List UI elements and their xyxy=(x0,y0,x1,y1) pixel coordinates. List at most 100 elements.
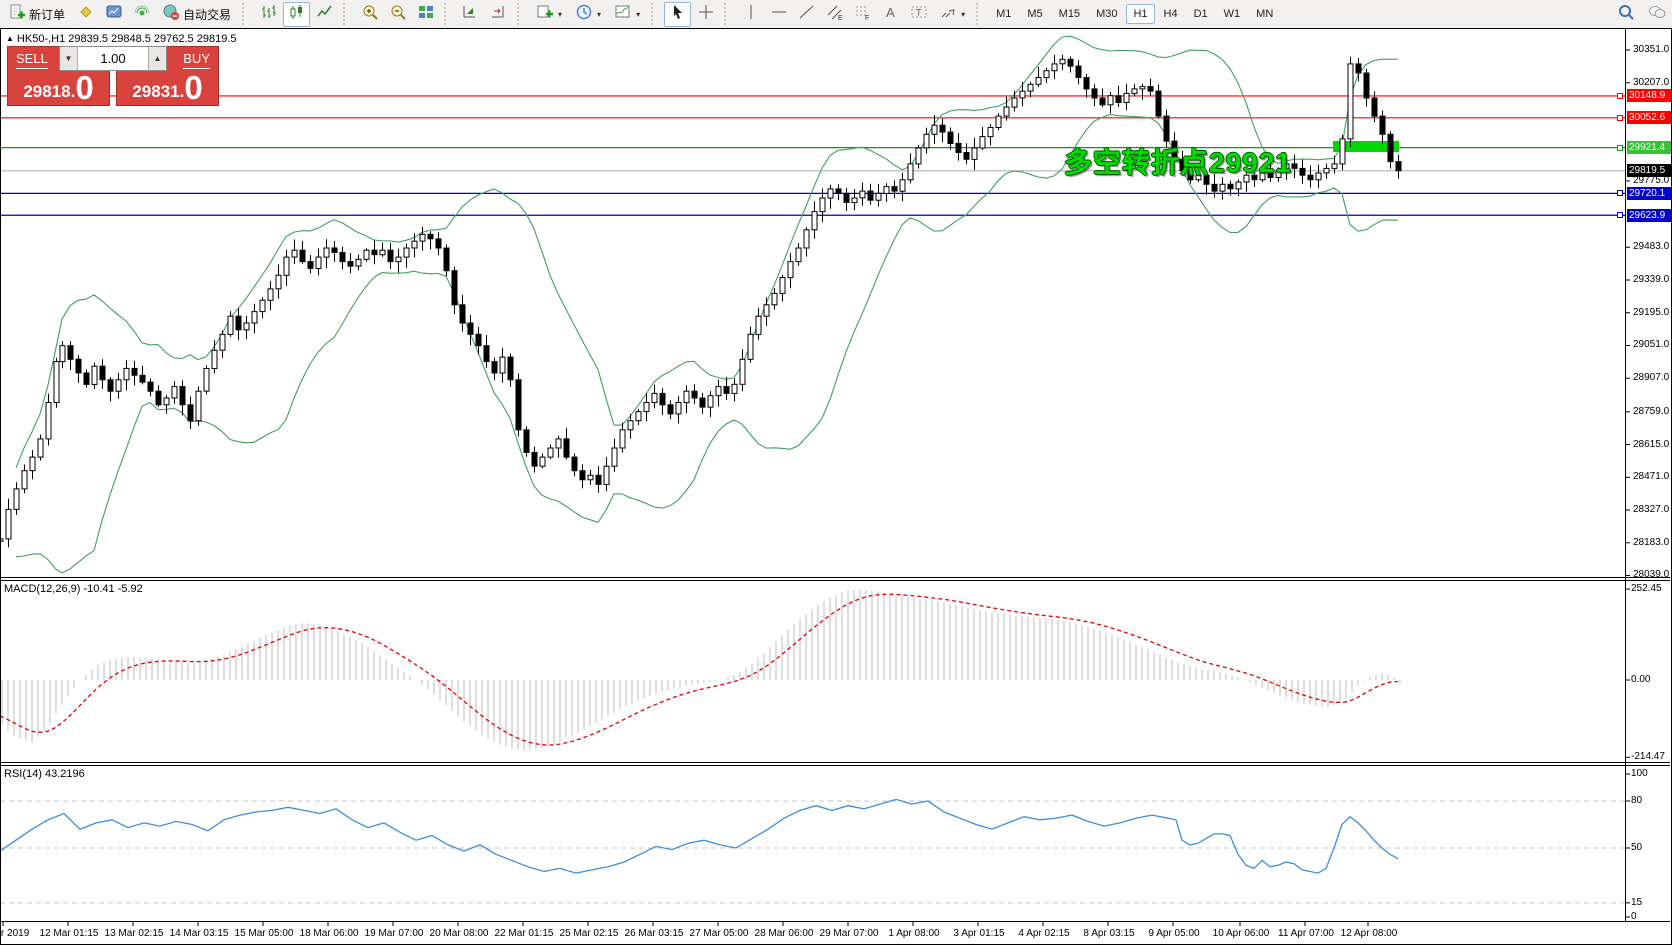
fibonacci-icon: F xyxy=(854,3,872,26)
text-label-icon: T xyxy=(910,3,928,26)
volume-decrease-button[interactable]: ▼ xyxy=(60,47,78,70)
line-chart-button[interactable] xyxy=(311,2,338,27)
timeframe-button-M1[interactable]: M1 xyxy=(996,8,1012,20)
timeframe-button-M30[interactable]: M30 xyxy=(1096,8,1118,20)
vertical-line-button[interactable] xyxy=(737,2,764,27)
history-center-button[interactable] xyxy=(72,2,99,27)
sell-price: 29818.0 xyxy=(23,69,94,106)
autotrade-label: 自动交易 xyxy=(183,7,232,22)
chat-icon xyxy=(1647,3,1667,26)
chart-title: ▲ HK50-,H1 29839.5 29848.5 29762.5 29819.… xyxy=(6,33,237,45)
autotrade-icon xyxy=(162,3,180,26)
market-watch-button[interactable] xyxy=(100,2,127,27)
trendline-icon xyxy=(798,3,816,26)
candles-layer xyxy=(1,54,1402,548)
macd-histogram xyxy=(1,589,1401,751)
dropdown-arrow-icon: ▾ xyxy=(558,9,563,19)
rsi-line xyxy=(1,798,1399,874)
search-button[interactable] xyxy=(1612,2,1639,27)
auto-scroll-button[interactable] xyxy=(457,2,484,27)
text-a-icon: A xyxy=(882,3,900,26)
new-order-label: 新订单 xyxy=(29,7,66,22)
zoom-in-icon xyxy=(361,3,379,26)
cursor-button[interactable] xyxy=(664,1,692,27)
crosshair-icon xyxy=(697,3,715,26)
arrows-icon xyxy=(939,3,957,26)
autotrade-button[interactable]: 自动交易 xyxy=(156,2,237,27)
horizontal-line-icon xyxy=(770,3,788,26)
line-chart-icon xyxy=(316,3,334,26)
volume-input[interactable]: 1.00 xyxy=(78,47,148,70)
timeframe-button-H1[interactable]: H1 xyxy=(1126,4,1155,24)
chat-button[interactable] xyxy=(1643,2,1670,27)
tile-windows-button[interactable] xyxy=(412,2,439,27)
cursor-icon xyxy=(669,3,687,26)
template-button[interactable]: ▾ xyxy=(608,2,646,27)
timeframe-button-D1[interactable]: D1 xyxy=(1193,8,1208,20)
template-icon xyxy=(614,3,632,26)
chart-shift-button[interactable] xyxy=(485,2,512,27)
timeframe-button-W1[interactable]: W1 xyxy=(1223,8,1241,20)
new-chart-button[interactable]: ▾ xyxy=(530,2,568,27)
svg-text:E: E xyxy=(838,15,843,21)
zoom-out-icon xyxy=(389,3,407,26)
new-order-button[interactable]: 新订单 xyxy=(2,2,71,27)
toolbar-separator xyxy=(976,3,985,25)
volume-increase-button[interactable]: ▲ xyxy=(148,47,166,70)
sell-label: SELL xyxy=(16,51,48,69)
highlight-rectangle[interactable] xyxy=(1333,141,1399,152)
buy-price: 29831.0 xyxy=(132,69,203,106)
candlestick-button[interactable] xyxy=(283,1,311,27)
dropdown-arrow-icon: ▾ xyxy=(961,9,966,19)
profiles-button[interactable]: ▾ xyxy=(569,2,607,27)
toolbar-separator xyxy=(724,3,733,25)
channel-button[interactable]: E xyxy=(821,2,848,27)
horizontal-line-button[interactable] xyxy=(765,2,792,27)
zoom-out-button[interactable] xyxy=(384,2,411,27)
search-icon xyxy=(1617,3,1635,26)
toolbar-separator xyxy=(242,3,251,25)
arrows-button[interactable]: ▾ xyxy=(933,2,971,27)
signal-icon xyxy=(133,3,151,26)
toolbar-separator xyxy=(517,3,526,25)
chart-window: 30351.0 30207.0 29775.0 29483.0 29339.0 29195… xyxy=(0,28,1672,945)
bar-chart-button[interactable] xyxy=(255,2,282,27)
timeframe-button-H4[interactable]: H4 xyxy=(1163,8,1178,20)
toolbar: 新订单 自动交易 ▾ ▾ ▾ E F A T ▾ xyxy=(0,0,1672,28)
dropdown-arrow-icon: ▾ xyxy=(597,9,602,19)
crosshair-button[interactable] xyxy=(692,2,719,27)
timeframe-button-MN[interactable]: MN xyxy=(1256,8,1274,20)
fibonacci-button[interactable]: F xyxy=(849,2,876,27)
sell-button[interactable]: SELL 29818.0 xyxy=(7,46,110,106)
rsi-indicator-label: RSI(14) 43.2196 xyxy=(4,768,85,780)
channel-icon: E xyxy=(826,3,844,26)
macd-signal-line xyxy=(1,593,1398,746)
bar-chart-icon xyxy=(260,3,278,26)
zoom-in-button[interactable] xyxy=(356,2,383,27)
chart-surface[interactable] xyxy=(1,29,1671,944)
toolbar-separator xyxy=(343,3,352,25)
timeframe-button-M15[interactable]: M15 xyxy=(1058,8,1081,20)
trendline-button[interactable] xyxy=(793,2,820,27)
chart-shift-icon xyxy=(490,3,508,26)
new-order-icon xyxy=(8,3,26,26)
chart-annotation-text: 多空转折点29921 xyxy=(1064,147,1292,178)
signals-button[interactable] xyxy=(128,2,155,27)
chart-title-text: HK50-,H1 29839.5 29848.5 29762.5 29819.5 xyxy=(16,33,237,45)
text-label-button[interactable]: T xyxy=(905,2,932,27)
diamond-icon xyxy=(77,3,95,26)
toolbar-separator xyxy=(444,3,453,25)
market-watch-icon xyxy=(105,3,123,26)
timeframe-toolbar: M1 M5 M15 M30 H1 H4 D1 W1 MN xyxy=(989,4,1280,24)
timeframe-button-M5[interactable]: M5 xyxy=(1027,8,1043,20)
auto-scroll-icon xyxy=(462,3,480,26)
candlestick-icon xyxy=(288,3,306,26)
toolbar-separator xyxy=(651,3,660,25)
tile-windows-icon xyxy=(417,3,435,26)
svg-text:F: F xyxy=(865,15,869,21)
text-button[interactable]: A xyxy=(877,2,904,27)
collapse-panel-icon[interactable]: ▲ xyxy=(6,34,14,43)
new-chart-icon xyxy=(536,3,554,26)
svg-text:A: A xyxy=(886,5,895,20)
